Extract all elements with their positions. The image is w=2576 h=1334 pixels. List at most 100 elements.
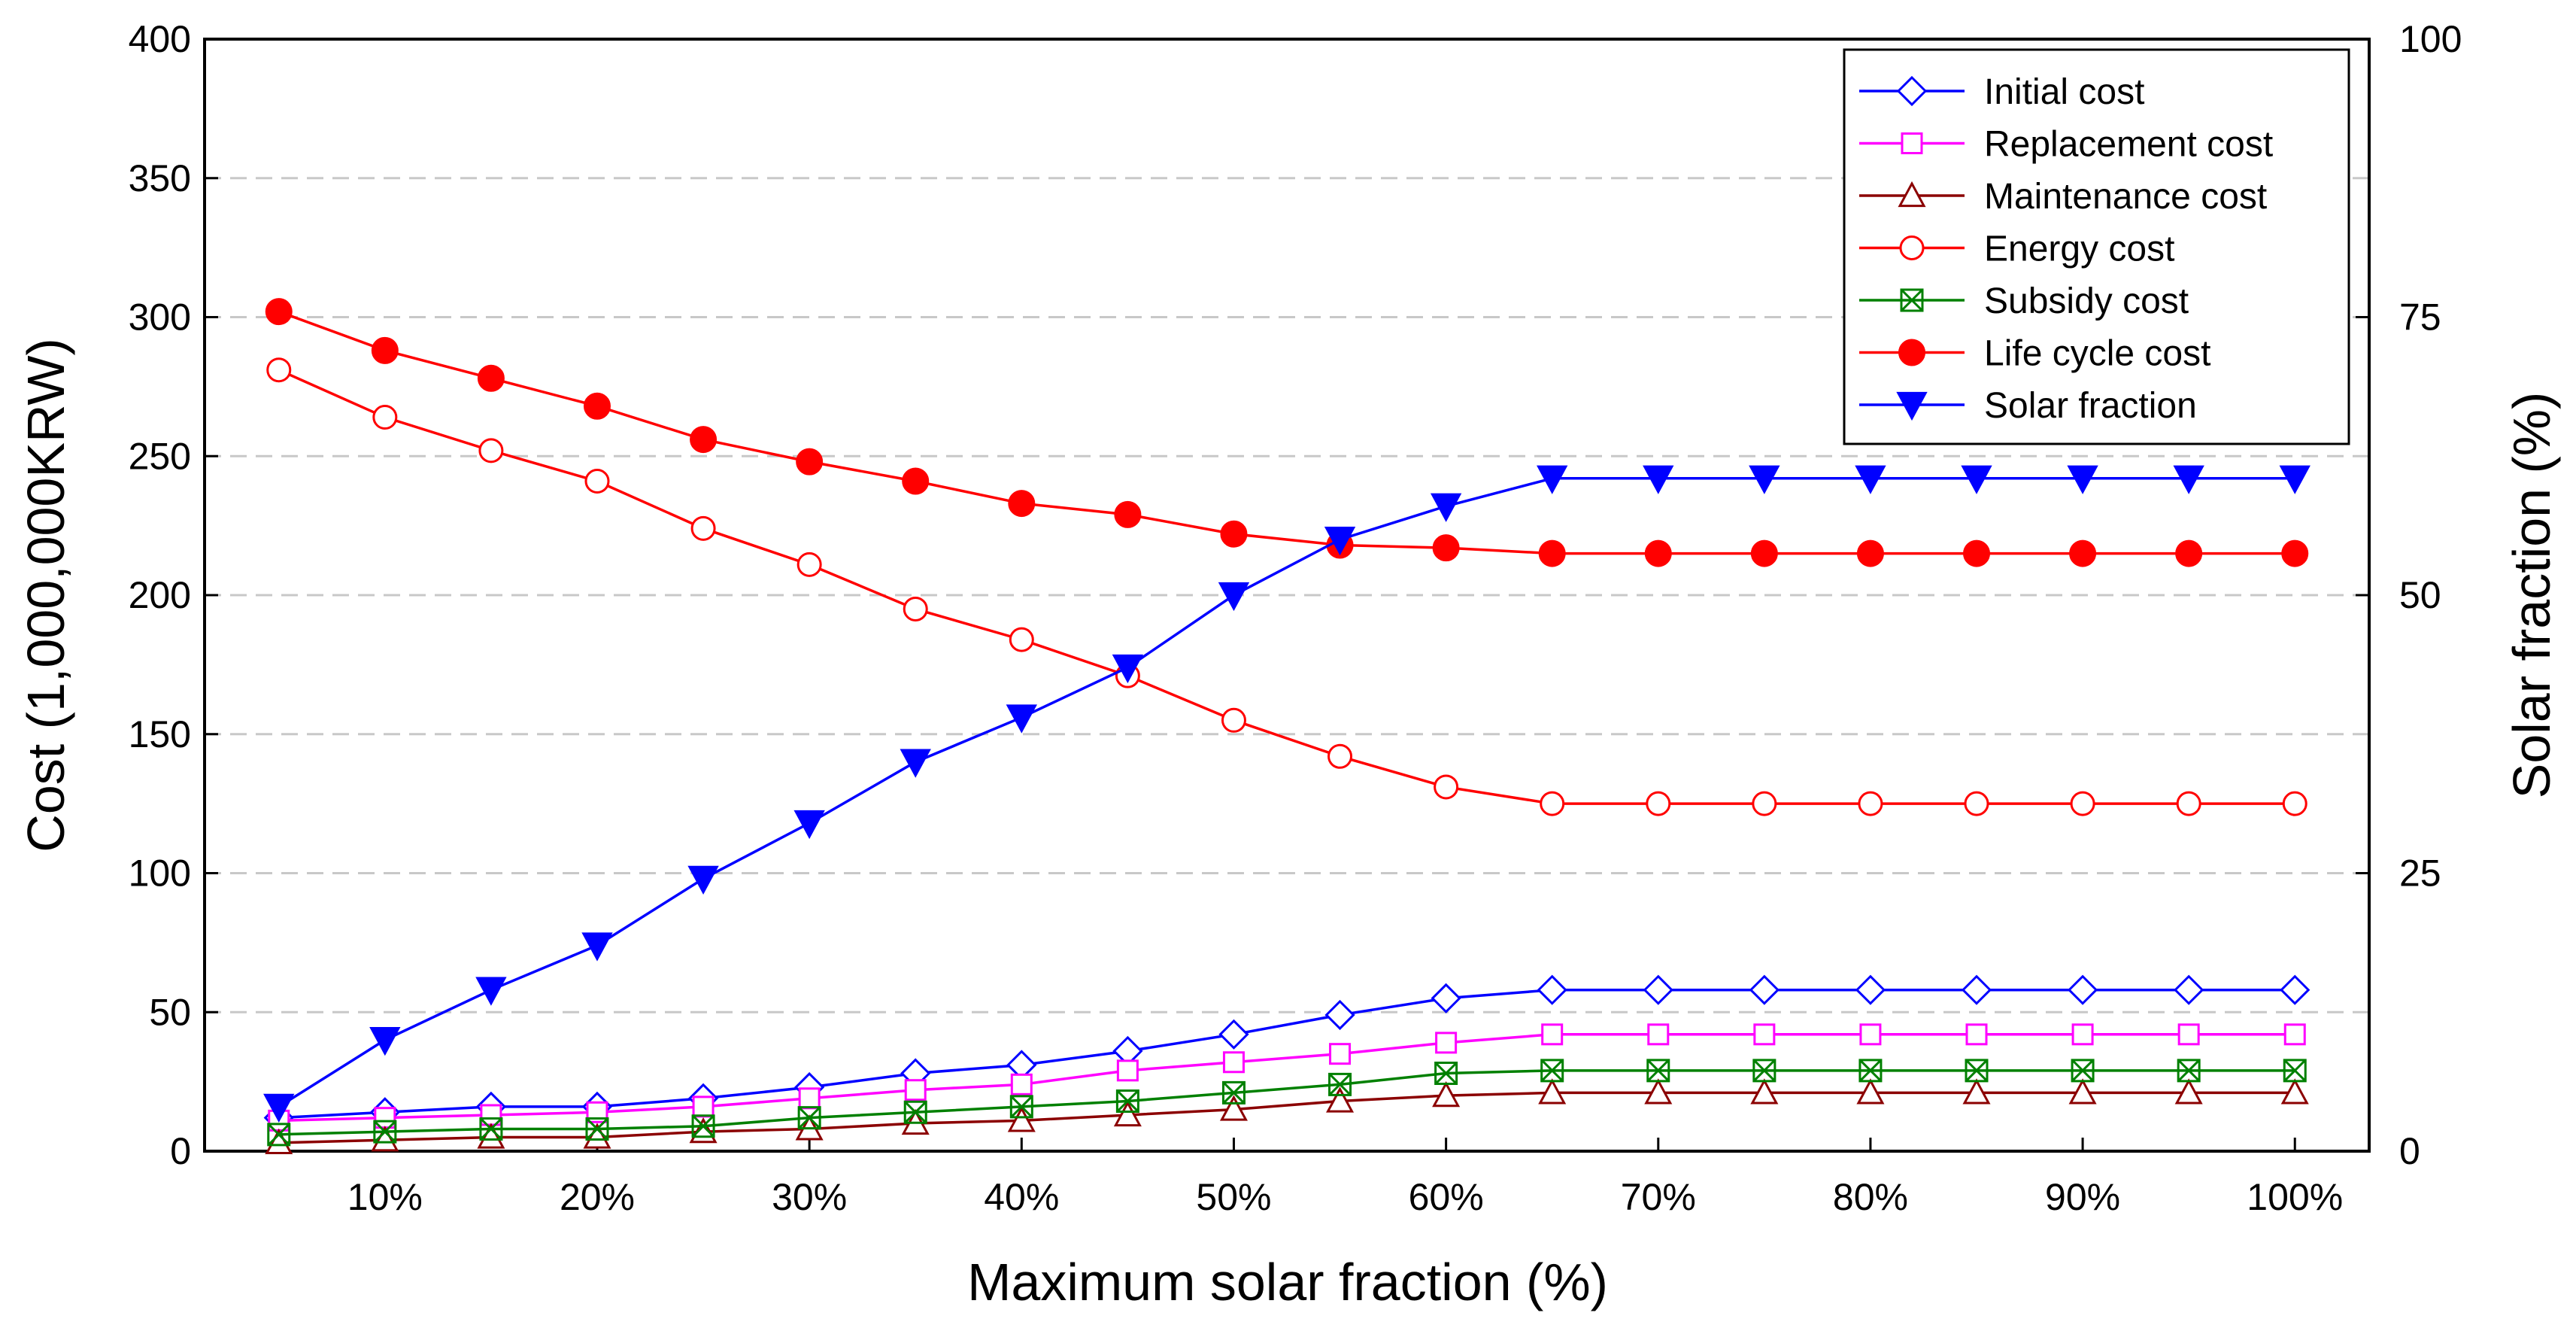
data-point [263,1093,295,1123]
x-tick-label: 80% [1833,1176,1908,1218]
x-axis-title: Maximum solar fraction (%) [967,1253,1608,1311]
data-point [1961,465,1992,494]
data-point [2174,974,2204,1005]
data-point [1329,1043,1352,1065]
legend-marker [1896,75,1928,107]
legend-marker [1901,132,1923,154]
data-point [2070,791,2095,816]
data-point [584,469,610,494]
x-axis: 10% 20% 30% 40% 50% 60% 70% 80% 90% 100% [347,1138,2343,1218]
data-point [371,336,399,364]
data-point [1222,1051,1245,1074]
data-point [1644,1078,1673,1105]
data-point [690,515,716,541]
data-point [2279,465,2311,494]
data-point [1540,791,1565,816]
data-point [692,1095,715,1118]
data-point [793,810,825,840]
y-axis-title: Cost (1,000,000KRW) [17,338,75,852]
legend-marker [1898,339,1925,366]
data-point [1432,534,1460,562]
data-point [1116,1059,1139,1082]
legend-label: Energy cost [1984,229,2174,269]
data-point [1855,974,1886,1005]
y-tick-label: 250 [129,435,191,477]
series-subsidy-cost [267,1059,2307,1147]
data-point [372,405,398,430]
data-point [2067,465,2098,494]
data-point [1643,974,1673,1005]
data-point [2173,465,2204,494]
data-point [1962,1078,1991,1105]
data-point [2069,539,2097,567]
y2-tick-label: 75 [2399,296,2441,339]
data-point [903,596,928,621]
data-point [1220,520,1248,548]
data-point [1750,539,1778,567]
data-point [479,1117,503,1141]
data-point [266,357,292,383]
data-point [1646,791,1671,816]
y-axis-left: 0 50 100 150 200 250 300 350 400 [129,18,218,1172]
data-point [267,1123,291,1147]
data-point [583,392,611,420]
series-line [278,1069,2295,1136]
data-point [900,749,931,778]
legend-entry: Maintenance cost [1859,177,2267,217]
y-tick-label: 150 [129,713,191,755]
data-point [1221,1080,1246,1105]
data-point [1008,490,1036,518]
data-point [1965,1023,1988,1046]
y-tick-label: 50 [149,991,191,1033]
data-point [1750,1078,1779,1105]
data-point [1434,774,1459,800]
y-tick-label: 300 [129,296,191,339]
data-point [1434,1062,1458,1086]
data-point [1858,1059,1883,1083]
y2-tick-label: 25 [2399,852,2441,895]
y2-tick-label: 0 [2399,1130,2420,1172]
legend-entry: Initial cost [1859,72,2144,112]
data-point [2071,1023,2094,1046]
legend-marker [1898,181,1926,208]
series-line [278,369,2295,805]
data-point [478,438,504,463]
data-point [1856,539,1884,567]
data-point [1537,465,1568,494]
legend-label: Life cycle cost [1984,334,2210,374]
x-tick-label: 90% [2045,1176,2120,1218]
data-point [903,1100,927,1124]
series-solar-fraction [263,465,2311,1123]
data-point [1644,539,1672,567]
series-replacement-cost [268,1023,2306,1132]
data-point [2067,974,2098,1005]
series-line [278,1033,2295,1123]
legend-marker [1899,236,1925,260]
y2-axis-title: Solar fraction (%) [2502,392,2561,799]
data-point [373,1120,397,1144]
x-tick-label: 60% [1409,1176,1484,1218]
data-point [691,1114,715,1138]
data-point [2280,1078,2309,1105]
data-point [1221,707,1246,733]
legend-label: Replacement cost [1984,125,2273,165]
legend: Initial cost Replacement cost Maintenance … [1843,48,2350,445]
data-point [581,932,613,962]
y-tick-label: 400 [129,18,191,60]
data-point [2068,1078,2097,1105]
data-point [1006,704,1037,734]
data-point [475,977,507,1006]
data-point [1115,1089,1139,1113]
data-point [1430,493,1462,522]
data-point [1859,1023,1882,1046]
legend-entry: Replacement cost [1859,125,2273,165]
data-point [1749,465,1780,494]
data-point [1964,791,1989,816]
data-point [1327,743,1353,769]
data-point [2282,791,2307,816]
data-point [690,426,718,454]
legend-label: Maintenance cost [1984,177,2267,217]
y-axis-right: 0 25 50 75 100 [2356,18,2462,1172]
data-point [904,1079,927,1102]
data-point [1752,1059,1776,1083]
